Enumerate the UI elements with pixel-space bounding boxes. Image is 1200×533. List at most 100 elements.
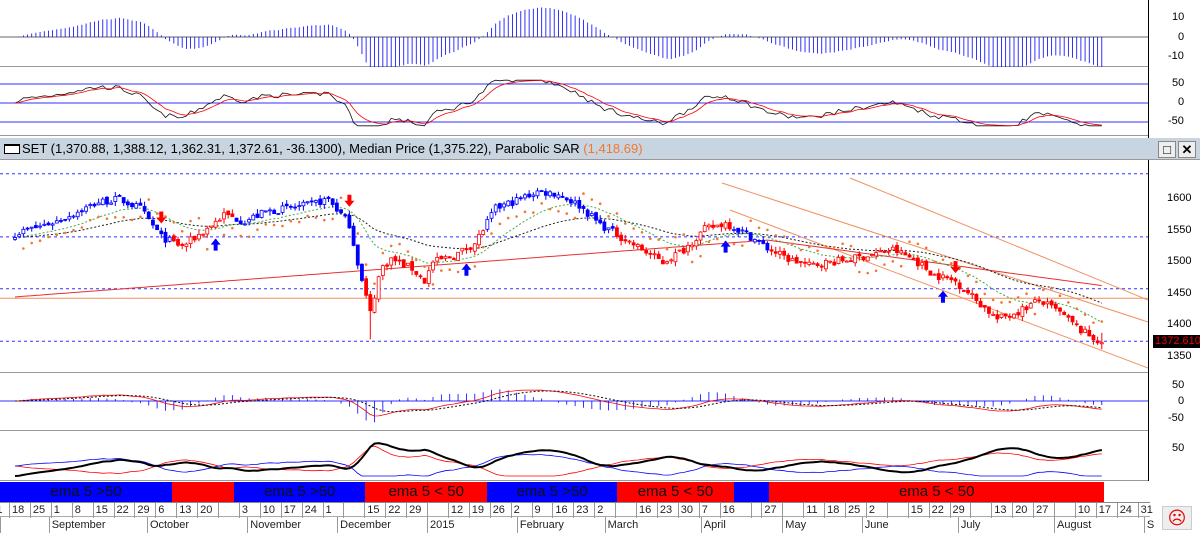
sar-dot: [272, 223, 276, 227]
candle-body: [661, 259, 665, 265]
candle-body: [180, 243, 185, 246]
candle-body: [380, 265, 385, 276]
buy-arrow-icon: [937, 290, 948, 303]
candle-body: [418, 275, 423, 278]
sar-dot: [473, 265, 477, 268]
candle-body: [769, 249, 774, 252]
candle-body: [790, 258, 795, 262]
ema-50-line: [14, 213, 1102, 304]
candle-body: [560, 196, 565, 198]
candle-body: [50, 223, 55, 226]
di-plus-line: [14, 454, 1102, 477]
sar-dot: [1058, 294, 1062, 298]
candle-body: [932, 273, 937, 276]
maximize-button[interactable]: □: [1158, 141, 1176, 158]
candle-body: [890, 246, 895, 251]
candle-body: [1020, 306, 1025, 317]
candle-body: [17, 234, 22, 238]
sar-dot: [774, 234, 778, 237]
date-tick: 25: [29, 503, 51, 518]
candle-body: [623, 239, 628, 242]
sar-dot: [983, 292, 987, 296]
sar-dot: [122, 215, 125, 219]
candle-body: [539, 190, 544, 193]
sar-dot: [950, 261, 953, 265]
sar-dot: [532, 211, 535, 214]
candle-body: [414, 271, 419, 275]
sar-dot: [975, 280, 978, 284]
sar-dot: [582, 192, 585, 195]
date-tick: 18: [9, 503, 30, 518]
candle-body: [238, 220, 243, 224]
sar-dot: [665, 247, 669, 251]
candle-body: [130, 202, 134, 208]
sar-dot: [674, 235, 677, 239]
candle-body: [439, 255, 444, 260]
tick-label: -10: [1168, 50, 1184, 62]
candle-body: [886, 250, 891, 253]
adx-line: [14, 442, 1102, 477]
macd-signal-line: [15, 390, 1102, 413]
candle-body: [564, 197, 569, 201]
candle-body: [690, 244, 695, 248]
candle-body: [88, 204, 93, 206]
date-tick: 10: [1074, 503, 1096, 518]
candle-body: [794, 257, 799, 264]
date-tick: 27: [761, 503, 782, 518]
candle-body: [531, 194, 536, 197]
tick-label: 1400: [1167, 318, 1192, 330]
sar-dot: [80, 226, 84, 229]
date-tick: 15: [92, 503, 114, 518]
candle-body: [982, 304, 987, 308]
frown-icon[interactable]: ☹: [1162, 506, 1192, 530]
sar-dot: [281, 224, 284, 228]
candle-body: [815, 263, 820, 266]
candle-body: [619, 234, 623, 241]
sar-dot: [481, 245, 485, 249]
candle-body: [188, 236, 193, 244]
candle-body: [305, 201, 310, 204]
candle-body: [694, 240, 699, 247]
candle-body: [272, 209, 277, 214]
sar-dot: [1000, 301, 1003, 304]
candle-body: [242, 223, 247, 226]
candle-body: [1041, 301, 1046, 305]
candle-body: [447, 256, 452, 259]
oscillator-signal-line: [14, 79, 1102, 126]
candle-body: [832, 261, 837, 266]
date-tick: 10: [259, 503, 281, 518]
candle-body: [25, 227, 30, 230]
oscillator-line: [14, 79, 1102, 127]
oscillator-panel: [0, 68, 1148, 136]
date-tick: 1: [50, 503, 72, 518]
candle-body: [970, 293, 975, 296]
sar-dot: [289, 219, 293, 223]
candle-body: [1062, 311, 1067, 315]
candle-body: [29, 226, 34, 229]
candle-body: [481, 230, 486, 235]
candle-body: [59, 220, 63, 222]
candle-body: [535, 190, 540, 197]
close-button[interactable]: ✕: [1178, 141, 1196, 158]
sar-dot: [807, 245, 811, 249]
sar-dot: [515, 215, 518, 218]
tick-label: 0: [1178, 31, 1185, 43]
candle-body: [1058, 307, 1062, 312]
candle-body: [748, 232, 753, 241]
sar-dot: [1083, 313, 1087, 316]
candle-body: [506, 200, 511, 207]
sar-dot: [623, 222, 627, 225]
candle-body: [573, 200, 578, 204]
candle-body: [443, 256, 448, 259]
candle-body: [38, 225, 42, 228]
candle-body: [318, 198, 323, 205]
candle-body: [677, 249, 682, 252]
candle-body: [502, 203, 506, 208]
ema-segment-up: [733, 482, 770, 502]
candle-body: [569, 199, 573, 204]
date-tick: 6: [155, 503, 176, 518]
candle-body: [468, 247, 473, 250]
candle-body: [656, 253, 661, 259]
candle-body: [857, 253, 862, 257]
candle-body: [167, 236, 172, 242]
